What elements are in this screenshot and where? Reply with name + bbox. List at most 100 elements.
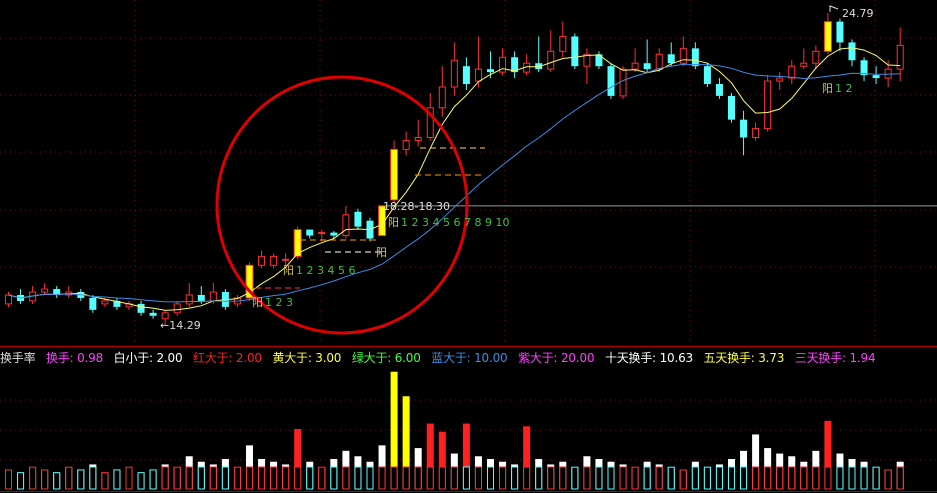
candle-body [245, 264, 254, 299]
candle [270, 253, 278, 269]
candle [607, 63, 615, 99]
candle-body [390, 148, 399, 201]
yang-char: 阳 [283, 264, 294, 277]
candle [571, 33, 579, 70]
candle [258, 250, 266, 269]
turnover-bar-base [282, 466, 290, 490]
turnover-bar-base [474, 466, 482, 490]
turnover-bar [655, 464, 663, 490]
turnover-bar [643, 461, 651, 490]
turnover-bar-fill [402, 396, 410, 489]
turnover-bar-base [836, 466, 844, 490]
turnover-bar [438, 431, 446, 490]
candle [173, 300, 181, 316]
candle [354, 208, 362, 230]
turnover-bar-base [896, 466, 904, 490]
turnover-bar-base [800, 466, 808, 490]
turnover-bar-base [197, 466, 205, 490]
turnover-bar [137, 472, 145, 490]
turnover-bar-base [5, 469, 12, 490]
turnover-bar [185, 456, 193, 490]
candle-body [101, 300, 109, 305]
candle [547, 30, 555, 73]
indicator-legend: 换手率 换手: 0.98 白小于: 2.00 红大于: 2.00 黄大于: 3.… [0, 349, 882, 365]
turnover-bar [41, 469, 49, 490]
turnover-bar-base [728, 466, 735, 490]
turnover-bar [836, 453, 844, 490]
turnover-bar [487, 459, 494, 490]
turnover-bar-base [354, 466, 362, 490]
turnover-bar [77, 469, 85, 490]
candle-body [679, 47, 687, 64]
candle [487, 51, 494, 79]
candle-body [462, 66, 470, 85]
candle-body [511, 57, 519, 73]
indicator-name: 换手率 [0, 351, 36, 365]
turnover-bar [450, 453, 458, 490]
legend-item: 红大于: 2.00 [193, 351, 262, 365]
candle [462, 57, 470, 90]
candle [125, 300, 133, 310]
candle [53, 286, 61, 298]
turnover-bar [366, 461, 374, 490]
legend-item: 蓝大于: 10.00 [431, 351, 508, 365]
turnover-bar [318, 466, 326, 490]
candle [764, 75, 772, 132]
turnover-bar-base [848, 466, 856, 490]
highlight-circle [215, 75, 469, 335]
candle-body [655, 53, 663, 70]
candle [836, 18, 844, 52]
max-price-label: 24.79 [842, 7, 874, 20]
candle [5, 292, 12, 307]
candle-body [258, 255, 266, 266]
candle [17, 289, 25, 304]
turnover-bar [378, 445, 386, 490]
range-label: 18.28-18.30 [383, 200, 450, 213]
turnover-bar-base [233, 466, 241, 490]
candle [293, 226, 302, 260]
candle-body [643, 63, 651, 70]
turnover-bar-base [161, 466, 169, 490]
turnover-bar-base [571, 466, 579, 490]
candle-body [270, 255, 278, 266]
turnover-bar [233, 466, 241, 490]
legend-item: 白小于: 2.00 [113, 351, 183, 365]
turnover-bar [559, 461, 567, 490]
legend-item: 绿大于: 6.00 [351, 351, 421, 365]
candle [137, 300, 145, 316]
candle-body [378, 205, 387, 237]
turnover-bar-base [414, 466, 422, 490]
candle-body [800, 62, 808, 67]
max-arrow-icon [829, 5, 839, 12]
candle-body [282, 258, 290, 261]
candle-body [487, 69, 494, 73]
candle [390, 140, 399, 203]
candle [896, 27, 904, 82]
turnover-bar [788, 456, 796, 490]
count-text: 1 2 3 [265, 296, 293, 309]
candle-body [113, 300, 121, 307]
candle-body [197, 294, 205, 301]
candle-body [812, 50, 820, 64]
candle [740, 110, 748, 156]
candle-body [41, 288, 49, 293]
candle-body [161, 312, 169, 320]
turnover-bar [306, 461, 314, 490]
candle-body [896, 44, 904, 70]
yang-char: 阳 [376, 246, 387, 259]
candle-body [631, 62, 639, 70]
turnover-bar [679, 469, 687, 490]
ma-line-MA5 [8, 47, 901, 311]
turnover-bar [113, 469, 121, 490]
turnover-bar-fill [390, 371, 398, 489]
turnover-bar-base [740, 466, 748, 490]
turnover-bar [426, 423, 434, 490]
turnover-bar-base [137, 472, 145, 490]
candle-body [438, 86, 446, 109]
turnover-bar-base [559, 466, 567, 490]
turnover-bar-fill [294, 429, 302, 489]
turnover-bar [583, 456, 591, 490]
turnover-bar [221, 459, 229, 490]
candle [691, 42, 699, 70]
